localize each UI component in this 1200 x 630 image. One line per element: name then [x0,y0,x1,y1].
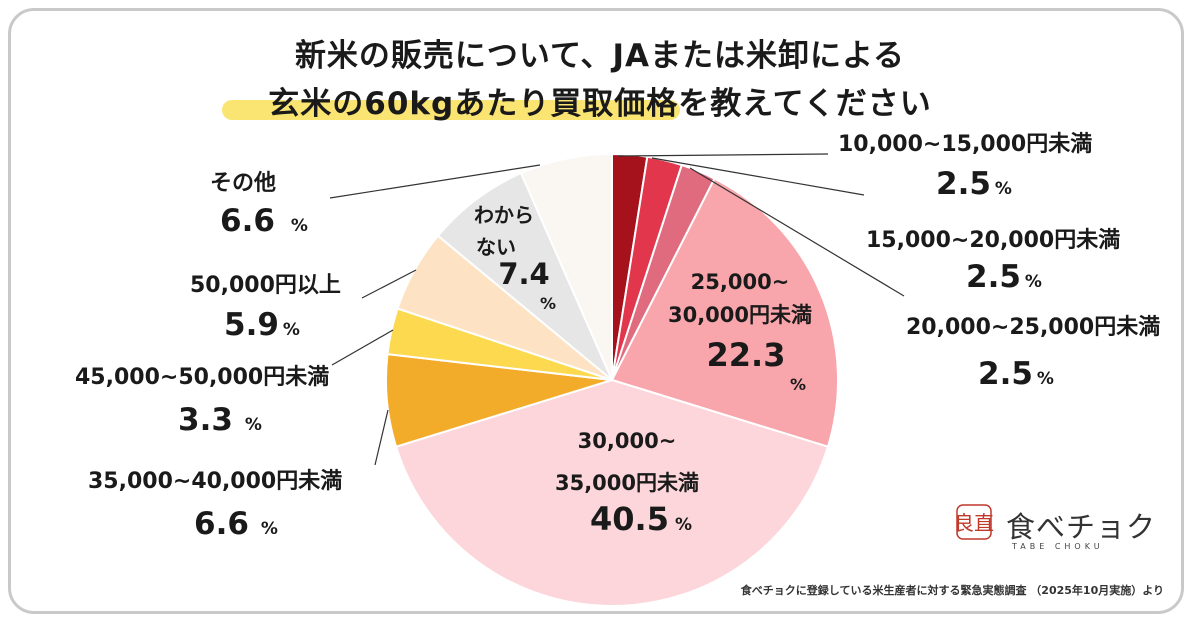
label-s2-num: 2.5 [966,259,1021,295]
label-s6-num: 6.6 [194,506,249,542]
label-s9-unit: % [540,294,556,313]
label-s9-value: 7.4 [498,257,549,291]
label-s8-name: 50,000円以上 [190,273,341,298]
pie-slice-4 [610,177,839,448]
label-s3-name: 20,000~25,000円未満 [906,314,1160,340]
logo-subtext: TABE CHOKU [1012,542,1104,551]
label-s10-num: 6.6 [220,203,275,239]
label-s3-num: 2.5 [978,356,1033,392]
label-s2-unit: % [1025,272,1042,292]
leader-line-s10 [329,164,541,199]
label-s1-name: 10,000~15,000円未満 [838,131,1092,157]
label-s4-line2: 30,000円未満 [668,303,812,327]
pie-slice-9 [436,171,613,381]
pie-slice-5 [394,378,830,608]
label-s7-num: 3.3 [178,402,233,438]
label-s2-name: 15,000~20,000円未満 [866,227,1120,253]
label-s1-value: 2.5% [936,166,1012,202]
leader-line-s2 [651,157,865,196]
chart-title-line2: 玄米の60kgあたり買取価格を教えてください [0,78,1200,123]
label-s5-num: 40.5 [590,500,669,538]
label-s3-value: 2.5% [978,356,1054,392]
leader-line-s8 [361,269,417,299]
label-s3-unit: % [1037,369,1054,389]
label-s5-unit: % [675,515,692,535]
title-highlight [222,100,680,120]
label-s1-unit: % [995,179,1012,199]
label-s4-line1: 25,000~ [691,270,790,294]
label-s7-name: 45,000~50,000円未満 [75,364,329,390]
label-s8-value: 5.9% [224,307,300,343]
leader-line-s3 [689,167,905,297]
label-s4-value: 22.3 [707,336,786,374]
label-s6-unit: % [261,519,278,539]
logo-mark-icon: 良直 [954,504,994,540]
leader-line-s7 [331,329,394,366]
chart-title-line1: 新米の販売について、JAまたは米卸による [294,38,906,74]
label-s10-name: その他 [210,171,276,196]
label-s8-unit: % [283,320,300,340]
label-s6-name: 35,000~40,000円未満 [88,468,342,494]
logo-mark-text: 良直 [954,511,994,535]
label-s7-value: 3.3% [178,402,262,438]
brand-logo: 良直 食べチョク TABE CHOKU [954,500,1157,560]
pie-slices [385,152,839,608]
leader-line-s6 [374,409,389,466]
label-s8-num: 5.9 [224,307,279,343]
source-footnote: 食べチョクに登録している米生産者に対する緊急実態調査 （2025年10月実施）よ… [740,584,1164,597]
chart-title-line2-text: 玄米の60kgあたり買取価格を教えてください [268,86,932,122]
pie-slice-10 [519,152,613,381]
logo-text: 食べチョク [1006,510,1157,544]
leader-line-s1 [617,153,829,157]
label-s9-line2: ない [476,235,516,259]
label-s5-value: 40.5% [590,500,692,538]
label-s7-unit: % [245,415,262,435]
label-s2-value: 2.5% [966,259,1042,295]
leader-lines [329,153,905,466]
label-s6-value: 6.6% [194,506,278,542]
label-s9-line1: わから [474,203,534,227]
label-s1-num: 2.5 [936,166,991,202]
label-s10-value: 6.6% [220,203,308,239]
label-s10-unit: % [291,216,308,236]
label-s5-line2: 35,000円未満 [555,471,699,495]
label-s5-line1: 30,000~ [578,429,677,453]
label-s4-unit: % [790,375,806,394]
